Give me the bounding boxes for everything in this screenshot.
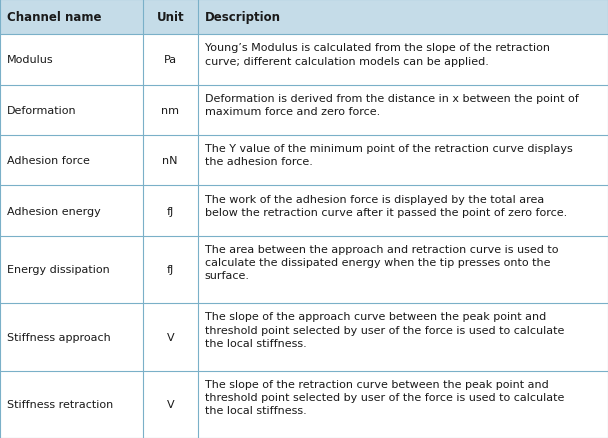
- Text: nN: nN: [162, 156, 178, 166]
- Bar: [0, 371, 608, 438]
- Bar: [0, 186, 608, 236]
- Text: The work of the adhesion force is displayed by the total area
below the retracti: The work of the adhesion force is displa…: [205, 194, 567, 217]
- Text: fJ: fJ: [167, 206, 174, 216]
- Text: V: V: [167, 399, 174, 410]
- Text: The Y value of the minimum point of the retraction curve displays
the adhesion f: The Y value of the minimum point of the …: [205, 144, 573, 167]
- Text: V: V: [167, 332, 174, 342]
- Bar: [0, 236, 608, 304]
- Bar: [0, 136, 608, 186]
- Text: nm: nm: [161, 106, 179, 116]
- Text: Deformation: Deformation: [7, 106, 77, 116]
- Text: fJ: fJ: [167, 265, 174, 275]
- Text: The slope of the approach curve between the peak point and
threshold point selec: The slope of the approach curve between …: [205, 312, 564, 348]
- Text: Channel name: Channel name: [7, 11, 102, 24]
- Text: Stiffness retraction: Stiffness retraction: [7, 399, 114, 410]
- Bar: [0, 304, 608, 371]
- Text: Modulus: Modulus: [7, 55, 54, 65]
- Text: The area between the approach and retraction curve is used to
calculate the diss: The area between the approach and retrac…: [205, 244, 558, 281]
- Bar: [0, 0, 608, 35]
- Text: Description: Description: [205, 11, 281, 24]
- Text: The slope of the retraction curve between the peak point and
threshold point sel: The slope of the retraction curve betwee…: [205, 379, 564, 415]
- Text: Deformation is derived from the distance in x between the point of
maximum force: Deformation is derived from the distance…: [205, 94, 579, 117]
- Text: Young’s Modulus is calculated from the slope of the retraction
curve; different : Young’s Modulus is calculated from the s…: [205, 43, 550, 67]
- Text: Energy dissipation: Energy dissipation: [7, 265, 110, 275]
- Text: Pa: Pa: [164, 55, 177, 65]
- Text: Adhesion force: Adhesion force: [7, 156, 90, 166]
- Text: Stiffness approach: Stiffness approach: [7, 332, 111, 342]
- Bar: [0, 35, 608, 85]
- Text: Unit: Unit: [156, 11, 184, 24]
- Bar: [0, 85, 608, 136]
- Text: Adhesion energy: Adhesion energy: [7, 206, 101, 216]
